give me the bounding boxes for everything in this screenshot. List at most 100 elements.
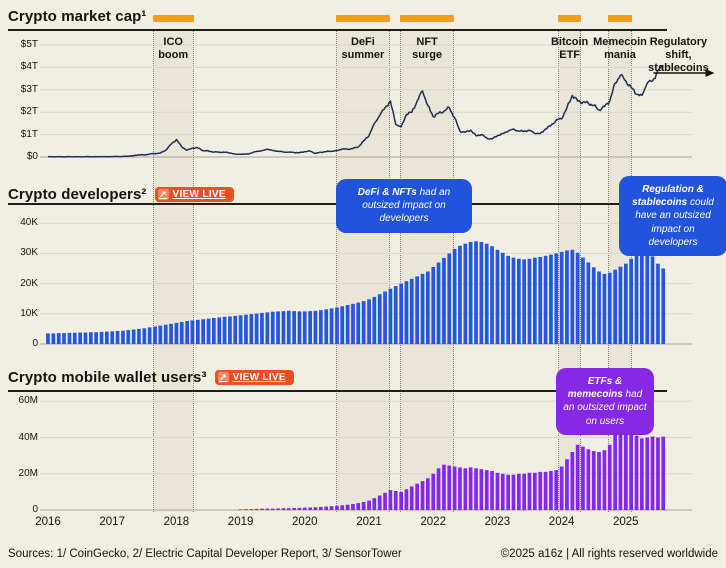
wallet-user-bar (645, 437, 650, 510)
wallet-user-bar (260, 508, 264, 510)
developer-bar (56, 333, 61, 344)
wallet-user-bar (613, 430, 617, 511)
developer-bar (206, 318, 211, 344)
wallet-user-bar (270, 508, 275, 511)
market-cap-line (47, 64, 664, 158)
y-tick-label-chart3: 0 (32, 504, 38, 515)
x-tick-label-year: 2019 (227, 516, 254, 528)
wallet-user-bar (286, 508, 291, 510)
wallet-user-bar (538, 471, 543, 510)
developer-bar (415, 276, 419, 344)
y-tick-label-chart1: $0 (26, 151, 38, 162)
developer-bar (163, 324, 168, 344)
wallet-user-bar (436, 468, 441, 510)
wallet-user-bar (265, 508, 270, 511)
developer-bar (89, 332, 93, 344)
developer-bar (174, 322, 179, 344)
developer-bar (137, 328, 141, 344)
y-tick-label-chart3: 40M (18, 431, 38, 443)
event-band (335, 31, 391, 512)
developer-bar (297, 311, 302, 344)
developer-bar (458, 245, 462, 344)
wallet-user-bar (479, 469, 484, 510)
developer-bar (377, 294, 382, 344)
developer-bar (115, 331, 120, 344)
developer-bar (624, 263, 628, 344)
developer-bar (292, 311, 296, 344)
y-tick-label-chart1: $3T (20, 83, 38, 95)
developer-bar (629, 258, 633, 344)
wallet-user-bar (640, 438, 644, 510)
wallet-user-bar (570, 452, 575, 510)
developer-bar (329, 308, 334, 344)
view-live-wallets-button[interactable]: ↗ VIEW LIVE (214, 370, 294, 385)
developer-bar (99, 331, 104, 344)
developer-bar (436, 262, 441, 344)
wallet-user-bar (297, 507, 302, 510)
developer-bar (356, 302, 361, 344)
developer-bar (265, 312, 270, 344)
developer-bar (388, 288, 393, 344)
developer-bar (581, 257, 585, 344)
developer-bar (254, 313, 259, 344)
developer-bar (372, 296, 377, 344)
developer-bar (527, 258, 532, 344)
developer-bar (281, 311, 286, 344)
developer-bar (185, 321, 189, 344)
event-label: Memecoin mania (593, 36, 647, 62)
developer-bar (484, 243, 489, 344)
developer-bar (607, 272, 612, 344)
developer-bar (549, 254, 553, 344)
developer-bar (565, 250, 569, 344)
section-title-market-cap: Crypto market cap¹ (8, 8, 147, 25)
callout-defi-nfts: DeFi & NFTs had an outsized impact on de… (336, 179, 472, 233)
wallet-user-bar (581, 446, 585, 510)
developer-bar (602, 273, 607, 344)
developer-bar (409, 278, 414, 344)
wallet-user-bar (474, 468, 478, 510)
developer-bar (228, 316, 232, 344)
wallet-user-bar (618, 419, 623, 510)
wallet-user-bar (308, 507, 312, 510)
wallet-user-bar (409, 486, 414, 510)
developer-bar (72, 332, 77, 344)
wallet-user-bar (522, 473, 526, 511)
developer-bar (426, 271, 430, 344)
developer-bar (431, 267, 436, 344)
developer-bar (179, 322, 184, 344)
developer-bar (650, 256, 655, 344)
section-divider-wallets (8, 390, 667, 392)
wallet-user-bar (565, 459, 569, 511)
developer-bar (591, 267, 596, 344)
developer-bar (46, 333, 50, 344)
developer-bar (597, 271, 601, 344)
developer-bar (324, 309, 329, 344)
developer-bar (308, 311, 312, 344)
view-live-label: VIEW LIVE (232, 372, 286, 383)
wallet-user-bar (661, 436, 666, 510)
view-live-developers-button[interactable]: ↗ VIEW LIVE (154, 187, 234, 202)
wallet-user-bar (656, 437, 660, 510)
developer-bar (522, 259, 526, 344)
developer-bar (490, 246, 494, 344)
developer-bar (233, 315, 238, 344)
developer-bar (447, 253, 452, 344)
section-title-wallets: Crypto mobile wallet users³ (8, 369, 207, 386)
callout-regulation-stablecoins: Regulation & stablecoins could have an o… (619, 176, 726, 256)
developer-bar (570, 249, 575, 344)
event-period-marker (152, 15, 194, 22)
wallet-user-bar (377, 495, 382, 510)
developer-bar (217, 317, 222, 344)
y-tick-label-chart2: 30K (20, 247, 38, 259)
wallet-user-bar (404, 489, 409, 510)
developer-bar (51, 333, 56, 344)
developer-bar (222, 316, 227, 344)
developer-bar (538, 257, 543, 344)
developer-bar (479, 241, 484, 344)
developer-bar (238, 315, 243, 344)
developer-bar (340, 306, 345, 345)
x-tick-label-year: 2022 (420, 516, 446, 528)
developer-bar (511, 257, 516, 344)
wallet-user-bar (361, 502, 366, 510)
wallet-user-bar (319, 506, 323, 510)
